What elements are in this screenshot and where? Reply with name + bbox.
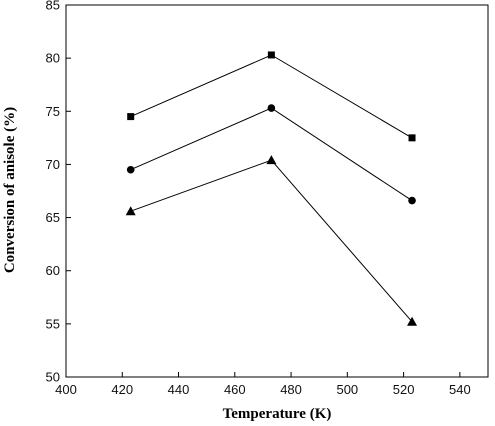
x-axis: 400 420 440 460 480 500 520 540 <box>55 372 471 397</box>
y-tick-label: 70 <box>46 157 60 172</box>
y-tick-label: 50 <box>46 370 60 385</box>
y-tick-label: 65 <box>46 210 60 225</box>
y-tick-label: 80 <box>46 51 60 66</box>
y-axis-title: Conversion of anisole (%) <box>2 107 18 273</box>
series-1-point <box>127 113 135 121</box>
series-1-line <box>130 54 413 139</box>
x-tick-label: 420 <box>111 382 133 397</box>
y-tick-label: 60 <box>46 263 60 278</box>
x-axis-title: Temperature (K) <box>223 406 332 422</box>
x-tick-label: 400 <box>55 382 77 397</box>
x-tick-label: 500 <box>336 382 358 397</box>
series-2-point <box>267 104 276 112</box>
series-layer <box>125 51 418 326</box>
y-axis: 50 55 60 65 70 75 80 85 <box>46 0 71 385</box>
x-tick-label: 520 <box>393 382 415 397</box>
x-tick-label: 540 <box>449 382 471 397</box>
x-tick-label: 440 <box>168 382 190 397</box>
series-2-point <box>408 196 416 205</box>
series-2-point <box>126 165 135 174</box>
series-3-line <box>130 159 413 323</box>
y-tick-label: 75 <box>46 104 60 119</box>
series-3-point <box>266 155 277 165</box>
x-tick-label: 480 <box>280 382 302 397</box>
series-3-point <box>407 316 418 326</box>
series-1-point <box>408 134 416 142</box>
y-tick-label: 55 <box>46 316 60 331</box>
series-3-point <box>125 206 136 216</box>
y-tick-label: 85 <box>46 0 60 13</box>
series-1-point <box>267 51 275 59</box>
series-2-line <box>130 107 413 202</box>
x-tick-label: 460 <box>224 382 246 397</box>
plot-frame <box>65 4 489 378</box>
